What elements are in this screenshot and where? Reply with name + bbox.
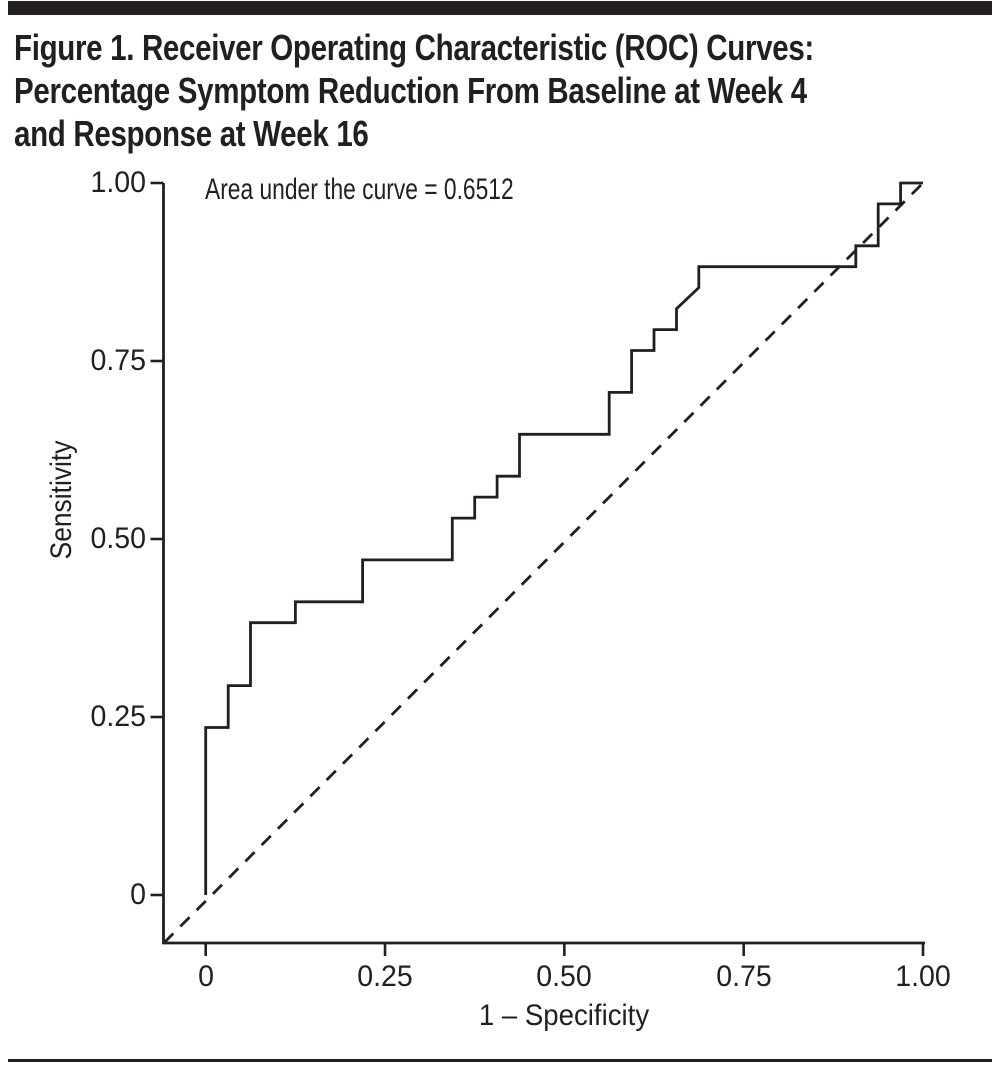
roc-curve-line [204, 181, 923, 895]
reference-diagonal-line [163, 182, 924, 944]
top-rule [8, 1, 992, 15]
x-tick-label-0.75: 0.75 [715, 960, 772, 993]
figure-title: Figure 1. Receiver Operating Characteris… [14, 26, 814, 155]
x-tick-label-1.00: 1.00 [895, 960, 951, 993]
bottom-rule [8, 1059, 992, 1062]
y-tick-label-0.75: 0.75 [90, 344, 146, 377]
y-tick-label-0.50: 0.50 [90, 522, 146, 555]
axis-spine [162, 183, 925, 945]
figure-title-line-2: Percentage Symptom Reduction From Baseli… [14, 70, 807, 111]
figure-title-line-3: and Response at Week 16 [14, 113, 369, 154]
auc-annotation: Area under the curve = 0.6512 [205, 173, 514, 206]
x-axis-title: 1 – Specificity [478, 999, 650, 1032]
figure-title-line-1: Figure 1. Receiver Operating Characteris… [14, 27, 814, 68]
x-tick-label-0.25: 0.25 [357, 960, 413, 993]
y-tick-label-1.00: 1.00 [90, 166, 146, 199]
x-tick-label-0.50: 0.50 [536, 960, 593, 993]
y-tick-label-0.25: 0.25 [90, 700, 146, 733]
x-tick-label-0: 0 [197, 960, 214, 993]
y-tick-label-0: 0 [130, 878, 146, 911]
